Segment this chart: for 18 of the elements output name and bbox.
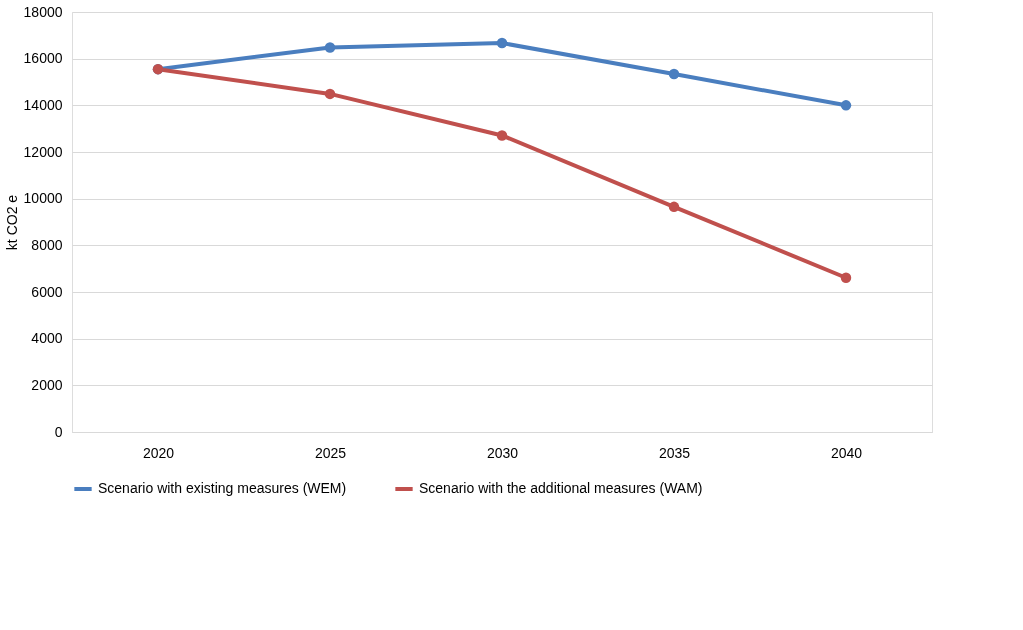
x-tick-label: 2030 bbox=[486, 444, 519, 461]
x-tick-label: 2020 bbox=[142, 444, 175, 461]
y-axis-title: kt CO2 e bbox=[3, 194, 20, 251]
y-tick-label: 2000 bbox=[31, 376, 63, 393]
legend-label: Scenario with the additional measures (WAM) bbox=[419, 480, 703, 496]
x-tick-label: 2035 bbox=[658, 444, 691, 461]
y-tick-label: 0 bbox=[54, 423, 63, 440]
legend-label: Scenario with existing measures (WEM) bbox=[98, 480, 347, 496]
x-tick-label: 2040 bbox=[830, 444, 863, 461]
y-tick-label: 4000 bbox=[31, 330, 63, 347]
y-tick-label: 10000 bbox=[23, 190, 63, 207]
y-tick-label: 16000 bbox=[23, 50, 63, 67]
y-tick-label: 18000 bbox=[23, 3, 63, 20]
y-tick-label: 14000 bbox=[23, 96, 63, 113]
y-tick-label: 12000 bbox=[23, 143, 63, 160]
x-tick-label: 2025 bbox=[314, 444, 347, 461]
y-tick-label: 8000 bbox=[31, 236, 63, 253]
y-tick-label: 6000 bbox=[31, 283, 63, 300]
